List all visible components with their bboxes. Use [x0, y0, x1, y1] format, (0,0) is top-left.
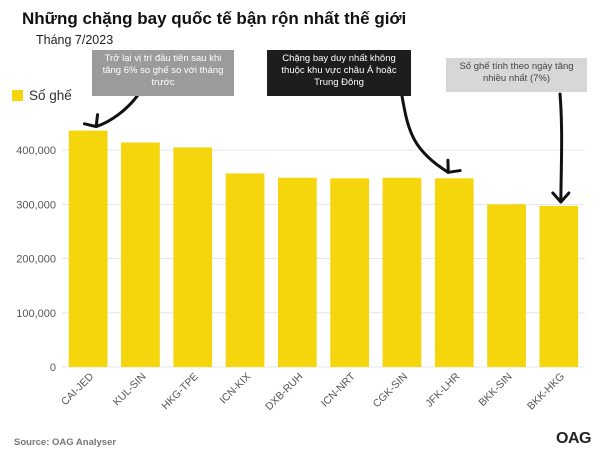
annotation-jfk-lhr: Chặng bay duy nhất không thuộc khu vực c… [267, 50, 411, 96]
x-tick-label: HKG-TPE [159, 371, 200, 412]
y-tick-label: 300,000 [16, 199, 56, 211]
arrow-head [446, 158, 462, 174]
bar-cai-jed [68, 130, 108, 367]
x-tick-label: BKK-HKG [525, 371, 567, 413]
y-tick-label: 0 [50, 362, 56, 374]
annotation-arrow [558, 92, 564, 204]
bar-cgk-sin [382, 177, 422, 367]
arrow-head [82, 113, 100, 129]
y-tick-label: 100,000 [16, 308, 56, 320]
x-tick-label: JFK-LHR [423, 370, 462, 409]
bar-jfk-lhr [434, 178, 474, 367]
y-tick-label: 200,000 [16, 254, 56, 266]
legend-swatch [12, 90, 23, 101]
x-tick-label: DXB-RUH [263, 371, 305, 413]
y-tick-label: 400,000 [16, 145, 56, 157]
bar-kul-sin [121, 142, 160, 367]
legend-label: Số ghế [29, 88, 72, 103]
annotation-cai-jed: Trở lại vị trí đầu tiên sau khi tăng 6% … [92, 50, 234, 96]
x-tick-label: BKK-SIN [476, 371, 514, 409]
bar-icn-nrt [330, 178, 370, 367]
annotation-arrow [400, 94, 450, 174]
bar-dxb-ruh [277, 177, 317, 367]
chart-title: Những chặng bay quốc tế bận rộn nhất thế… [22, 9, 407, 28]
brand-logo: OAG [556, 430, 591, 447]
x-tick-label: CAI-JED [59, 370, 97, 408]
source-note: Source: OAG Analyser [14, 437, 117, 448]
bar-bkk-sin [487, 204, 526, 367]
legend: Số ghế [12, 88, 72, 103]
bar-hkg-tpe [173, 147, 213, 367]
annotation-bkk-hkg: Số ghế tính theo ngày tăng nhiều nhất (7… [446, 58, 587, 92]
x-tick-label: KUL-SIN [111, 371, 149, 409]
bar-bkk-hkg [539, 205, 579, 367]
annotation-arrow [94, 90, 142, 129]
x-tick-label: ICN-NRT [319, 370, 358, 409]
bar-icn-kix [225, 173, 265, 367]
arrow-head [551, 191, 571, 204]
x-tick-label: CGK-SIN [371, 371, 410, 410]
chart-subtitle: Tháng 7/2023 [36, 33, 114, 47]
x-tick-label: ICN-KIX [217, 371, 253, 407]
